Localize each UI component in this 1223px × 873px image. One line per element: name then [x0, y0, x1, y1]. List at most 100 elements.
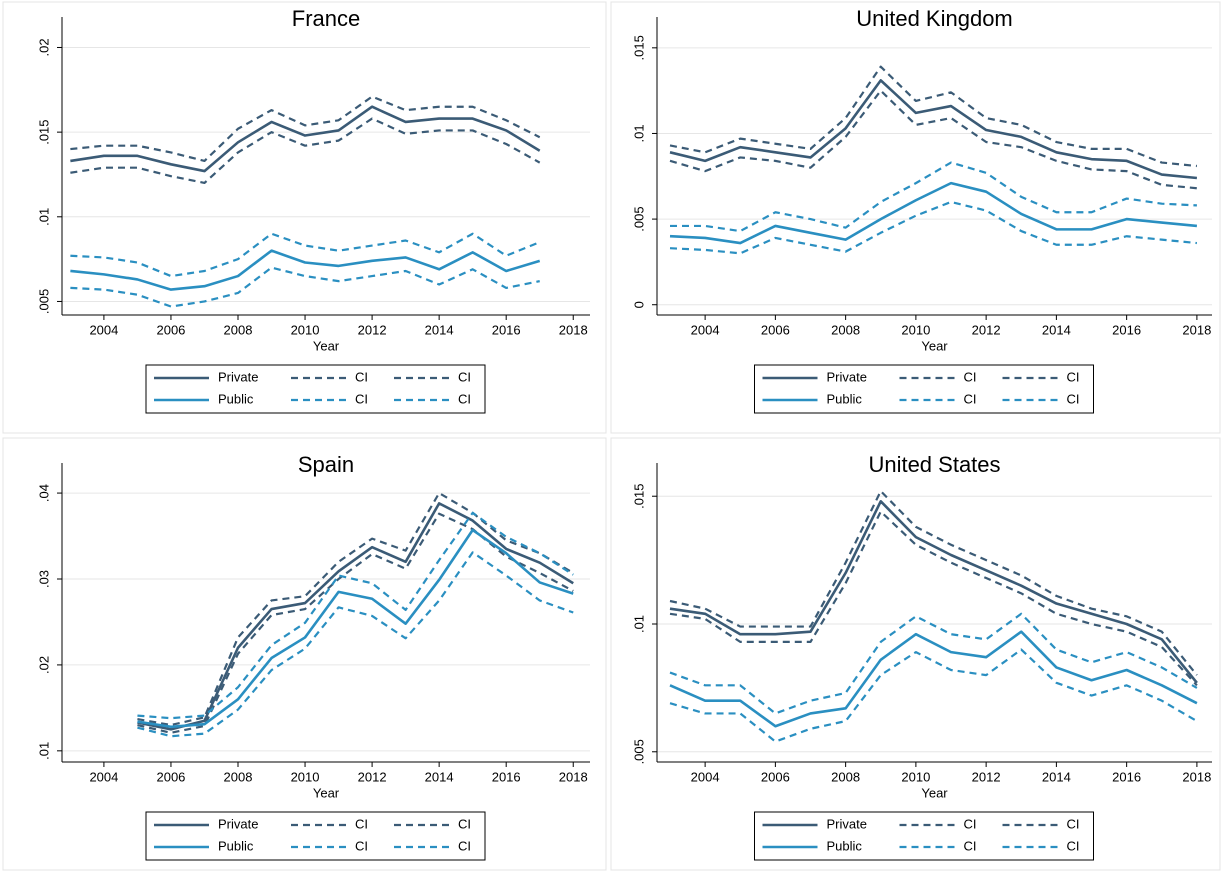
x-tick-label: 2018 — [1182, 769, 1211, 784]
legend-label: Public — [827, 838, 863, 853]
x-tick-label: 2016 — [1112, 769, 1141, 784]
legend-label: CI — [964, 816, 977, 831]
legend-label: CI — [1067, 838, 1080, 853]
legend-label: CI — [964, 369, 977, 384]
series-line — [670, 161, 1197, 233]
legend-label: CI — [1067, 391, 1080, 406]
series-line — [669, 200, 1198, 255]
legend-label: Private — [827, 816, 867, 831]
x-tick-label: 2012 — [972, 769, 1001, 784]
y-tick-label: .005 — [631, 739, 646, 764]
y-tick-label: 0 — [631, 301, 646, 308]
x-tick-label: 2012 — [358, 322, 387, 337]
series-line — [70, 232, 541, 278]
series-line — [669, 89, 1198, 190]
series-line — [669, 79, 1198, 180]
series-line — [137, 502, 574, 731]
panel-frame — [2, 437, 607, 871]
x-axis-label: Year — [313, 785, 340, 800]
y-tick-label: .04 — [36, 484, 51, 502]
y-tick-label: .02 — [36, 656, 51, 674]
x-tick-label: 2004 — [89, 322, 118, 337]
series-line — [137, 511, 574, 720]
x-tick-label: 2010 — [291, 322, 320, 337]
series-line — [70, 249, 541, 291]
x-tick-label: 2010 — [901, 769, 930, 784]
legend-label: CI — [964, 391, 977, 406]
series-line — [669, 65, 1198, 168]
y-tick-label: .005 — [36, 289, 51, 314]
x-tick-label: 2014 — [425, 769, 454, 784]
x-tick-label: 2018 — [559, 322, 588, 337]
series-line — [137, 551, 574, 738]
series-line — [70, 95, 541, 163]
legend-label: CI — [1067, 816, 1080, 831]
series-line — [669, 500, 1198, 684]
x-tick-label: 2012 — [358, 769, 387, 784]
panel-frame — [2, 1, 607, 434]
y-tick-label: .015 — [631, 484, 646, 509]
legend-label: CI — [964, 838, 977, 853]
panel-frame — [610, 1, 1221, 434]
chart-title: Spain — [298, 452, 354, 477]
x-tick-label: 2010 — [291, 769, 320, 784]
x-tick-label: 2014 — [1042, 769, 1071, 784]
legend-label: CI — [458, 816, 471, 831]
y-tick-label: .01 — [631, 124, 646, 142]
x-tick-label: 2018 — [1182, 322, 1211, 337]
x-axis-label: Year — [921, 338, 948, 353]
legend-label: CI — [458, 838, 471, 853]
x-tick-label: 2006 — [761, 322, 790, 337]
series-line — [137, 491, 574, 727]
legend-box — [754, 364, 1094, 414]
y-tick-label: .005 — [631, 206, 646, 231]
series-line — [70, 117, 541, 185]
x-tick-label: 2014 — [425, 322, 454, 337]
series-line — [70, 266, 540, 308]
x-tick-label: 2006 — [761, 769, 790, 784]
x-axis-label: Year — [921, 785, 948, 800]
legend-label: CI — [458, 391, 471, 406]
x-tick-label: 2008 — [831, 322, 860, 337]
legend-label: CI — [355, 838, 368, 853]
y-tick-label: .01 — [36, 742, 51, 760]
legend-label: Public — [218, 838, 254, 853]
x-tick-label: 2008 — [831, 769, 860, 784]
legend-label: CI — [355, 391, 368, 406]
x-tick-label: 2016 — [492, 769, 521, 784]
x-tick-label: 2006 — [156, 322, 185, 337]
y-tick-label: .03 — [36, 570, 51, 588]
chart-title: France — [292, 6, 360, 31]
series-line — [669, 612, 1198, 715]
series-line — [669, 181, 1198, 245]
y-tick-label: .01 — [631, 615, 646, 633]
legend-box — [145, 811, 486, 861]
legend-label: Public — [218, 391, 254, 406]
series-line — [137, 512, 574, 734]
y-tick-label: .015 — [36, 119, 51, 144]
legend-box — [754, 811, 1094, 861]
y-tick-label: .015 — [631, 35, 646, 60]
x-tick-label: 2010 — [901, 322, 930, 337]
x-tick-label: 2016 — [1112, 322, 1141, 337]
chart-title: United Kingdom — [856, 6, 1013, 31]
legend-label: Public — [827, 391, 863, 406]
legend-label: CI — [1067, 369, 1080, 384]
x-tick-label: 2018 — [559, 769, 588, 784]
series-line — [669, 630, 1198, 728]
x-tick-label: 2004 — [691, 322, 720, 337]
x-tick-label: 2008 — [224, 769, 253, 784]
legend-label: CI — [355, 816, 368, 831]
legend-label: CI — [355, 369, 368, 384]
y-tick-label: .02 — [36, 38, 51, 56]
legend-label: Private — [218, 816, 258, 831]
x-tick-label: 2004 — [89, 769, 118, 784]
series-line — [70, 105, 541, 173]
legend-label: CI — [458, 369, 471, 384]
legend-label: Private — [827, 369, 867, 384]
x-tick-label: 2008 — [224, 322, 253, 337]
x-tick-label: 2014 — [1042, 322, 1071, 337]
legend-label: Private — [218, 369, 258, 384]
x-tick-label: 2016 — [492, 322, 521, 337]
